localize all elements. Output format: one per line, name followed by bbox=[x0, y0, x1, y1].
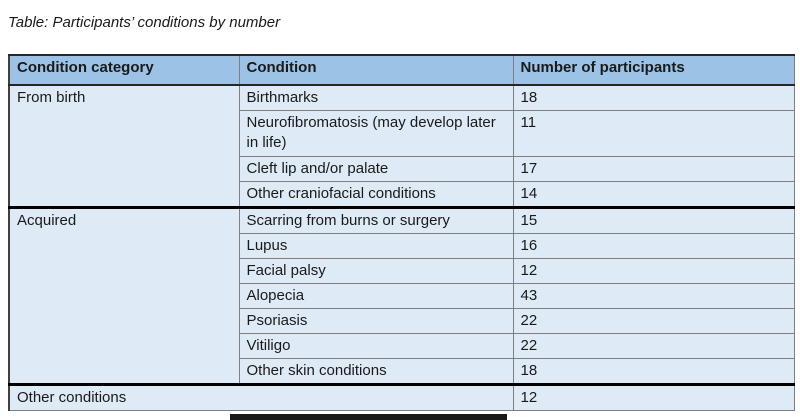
table-row: Cleft lip and/or palate 17 bbox=[9, 156, 795, 182]
condition-cell: Scarring from burns or surgery bbox=[238, 206, 514, 234]
table-row: Lupus 16 bbox=[9, 233, 795, 259]
condition-cell: Other craniofacial conditions bbox=[238, 181, 514, 208]
count-cell: 15 bbox=[512, 206, 795, 234]
count-cell: 43 bbox=[512, 283, 795, 309]
count-cell: 11 bbox=[512, 110, 795, 157]
category-cell-other-conditions: Other conditions bbox=[8, 383, 514, 411]
condition-cell: Psoriasis bbox=[238, 308, 514, 334]
category-cell-from-birth: From birth bbox=[8, 84, 240, 208]
count-cell: 22 bbox=[512, 333, 795, 359]
condition-cell: Alopecia bbox=[238, 283, 514, 309]
table-row: Other conditions 12 bbox=[8, 383, 795, 411]
header-condition-category: Condition category bbox=[8, 54, 240, 86]
table-header-row: Condition category Condition Number of p… bbox=[8, 54, 795, 86]
table-row: Other skin conditions 18 bbox=[9, 358, 795, 385]
condition-cell: Neurofibromatosis (may develop later in … bbox=[238, 110, 514, 157]
count-cell: 12 bbox=[512, 258, 795, 284]
count-cell: 14 bbox=[512, 181, 795, 208]
table-row: From birth Birthmarks 18 bbox=[8, 84, 795, 208]
table-row: Acquired Scarring from burns or surgery … bbox=[8, 206, 795, 385]
condition-cell: Cleft lip and/or palate bbox=[238, 156, 514, 182]
condition-cell: Lupus bbox=[238, 233, 514, 259]
count-cell: 18 bbox=[512, 358, 795, 385]
table-row: Facial palsy 12 bbox=[9, 258, 795, 284]
condition-cell: Other skin conditions bbox=[238, 358, 514, 385]
count-cell: 22 bbox=[512, 308, 795, 334]
table-row: Psoriasis 22 bbox=[9, 308, 795, 334]
table-row: Alopecia 43 bbox=[9, 283, 795, 309]
category-cell-acquired: Acquired bbox=[8, 206, 240, 385]
condition-cell: Birthmarks bbox=[238, 84, 514, 111]
next-element-top-border-bar bbox=[230, 414, 507, 420]
participants-conditions-table: Condition category Condition Number of p… bbox=[8, 54, 795, 411]
table-row: Vitiligo 22 bbox=[9, 333, 795, 359]
table-row: Neurofibromatosis (may develop later in … bbox=[9, 110, 795, 157]
condition-cell: Facial palsy bbox=[238, 258, 514, 284]
header-number-of-participants: Number of participants bbox=[512, 54, 795, 86]
condition-cell: Vitiligo bbox=[238, 333, 514, 359]
count-cell: 18 bbox=[512, 84, 795, 111]
count-cell: 12 bbox=[512, 383, 795, 411]
header-condition: Condition bbox=[238, 54, 514, 86]
count-cell: 17 bbox=[512, 156, 795, 182]
table-caption: Table: Participants’ conditions by numbe… bbox=[8, 14, 281, 31]
count-cell: 16 bbox=[512, 233, 795, 259]
